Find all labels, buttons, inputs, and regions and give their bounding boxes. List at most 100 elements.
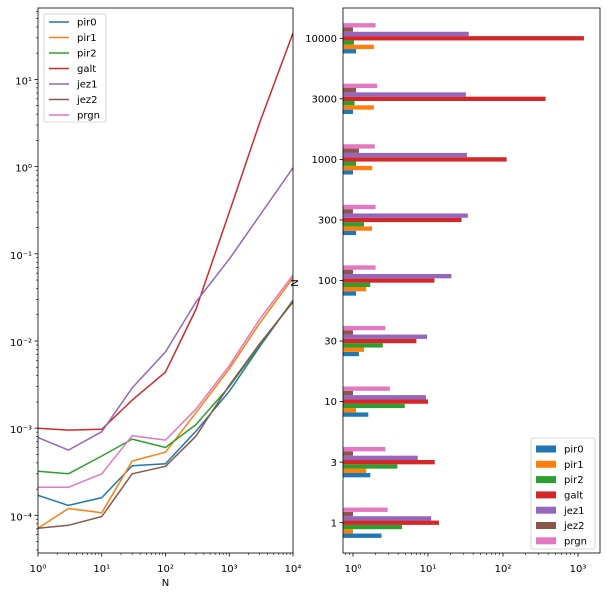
legend-label: pir1 [564, 460, 584, 471]
plot-area [38, 32, 293, 530]
legend-swatch [536, 476, 556, 484]
legend-label: pir2 [564, 475, 584, 486]
bar-pir0-30 [343, 351, 359, 357]
y-tick-label: 3000 [312, 94, 337, 105]
bar-jez1-10000 [343, 31, 469, 37]
bar-pir2-3000 [343, 101, 355, 106]
series-line-pir0 [38, 299, 293, 507]
x-tick-label: 10³ [221, 564, 238, 575]
bar-jez2-1000 [343, 148, 359, 153]
series-line-pir2 [38, 300, 293, 475]
bar-prgn-30 [343, 325, 386, 331]
bar-jez1-3 [343, 455, 418, 461]
y-tick-label: 10⁻² [10, 338, 32, 349]
horizontal-bar-chart: 10⁰ 10¹ 10² 10³ 1 3 10 30 100 300 1000 3000 10000 pir… [305, 7, 601, 575]
bar-pir0-3000 [343, 109, 353, 114]
axes-frame [342, 7, 601, 554]
legend-entry-prgn: prgn [49, 111, 100, 122]
bar-pir2-300 [343, 222, 364, 227]
bar-jez2-30 [343, 330, 353, 335]
bar-jez1-10 [343, 395, 426, 400]
plot-area [343, 23, 584, 538]
x-axis-label: N [162, 578, 169, 589]
y-tick-label: 10 [324, 397, 337, 408]
bar-galt-3 [343, 460, 435, 465]
y-tick-label: 3 [331, 458, 337, 469]
bar-pir1-1000 [343, 165, 373, 171]
series-line-prgn [38, 274, 293, 489]
legend-frame [43, 13, 107, 123]
bar-pir1-3000 [343, 105, 374, 110]
y-tick-label: 10⁻⁴ [10, 512, 32, 523]
y-tick-label: 10⁰ [15, 164, 32, 175]
bar-pir0-1000 [343, 170, 353, 175]
bar-jez1-1000 [343, 152, 467, 158]
bar-pir1-3 [343, 468, 367, 473]
bar-pir1-100 [343, 286, 367, 292]
legend-label: jez2 [76, 95, 98, 106]
legend-label: prgn [77, 111, 100, 122]
bar-galt-100 [343, 278, 435, 283]
legend-label: pir1 [77, 33, 97, 44]
legend-label: jez1 [563, 506, 585, 517]
bar-jez2-10000 [343, 27, 353, 32]
legend-label: pir2 [77, 49, 97, 60]
x-tick-label: 10¹ [420, 564, 437, 575]
x-tick-label: 10² [157, 564, 174, 575]
legend-swatch [536, 537, 556, 545]
legend-entry-pir0: pir0 [536, 445, 584, 456]
bar-prgn-3000 [343, 83, 378, 89]
legend: pir0 pir1 pir2 galt jez1 jez2 prgn [43, 13, 107, 123]
bar-galt-1000 [343, 157, 507, 162]
bar-pir2-3 [343, 464, 398, 469]
bar-galt-30 [343, 338, 417, 344]
legend-label: pir0 [564, 445, 584, 456]
x-tick-label: 10³ [570, 564, 587, 575]
legend: pir0 pir1 pir2 galt jez1 jez2 prgn [530, 437, 596, 550]
y-tick-label: 10⁻¹ [10, 251, 32, 262]
legend-entry-jez1: jez1 [49, 80, 98, 91]
bar-pir0-100 [343, 291, 357, 296]
bar-pir2-1000 [343, 161, 357, 166]
bar-pir2-30 [343, 343, 383, 348]
y-axis-label: N [290, 279, 301, 286]
y-tick-label: 1 [331, 518, 337, 529]
y-tick-label: 300 [318, 216, 337, 227]
bar-jez2-3 [343, 451, 353, 456]
axes-frame [37, 7, 294, 554]
legend-entry-jez2: jez2 [536, 521, 585, 532]
legend-swatch [536, 491, 556, 499]
bar-jez1-300 [343, 213, 468, 218]
bar-jez1-1 [343, 516, 432, 521]
bar-pir1-300 [343, 226, 373, 231]
bar-prgn-100 [343, 265, 376, 270]
y-tick-label: 30 [324, 337, 337, 348]
bar-pir0-10 [343, 412, 369, 417]
bar-jez2-100 [343, 269, 353, 275]
bar-pir0-1 [343, 533, 382, 538]
series-line-jez2 [38, 301, 293, 530]
legend-label: jez1 [76, 80, 98, 91]
legend-entry-galt: galt [536, 491, 583, 502]
legend-label: prgn [564, 536, 587, 547]
bar-jez2-10 [343, 390, 353, 396]
legend-entry-jez2: jez2 [49, 95, 98, 106]
bar-jez2-3000 [343, 88, 357, 93]
legend-entry-galt: galt [49, 64, 96, 75]
y-tick-label: 1000 [312, 155, 337, 166]
bar-prgn-10000 [343, 23, 376, 28]
legend-swatch [536, 522, 556, 529]
bar-jez2-1 [343, 511, 353, 517]
legend-label: jez2 [563, 521, 585, 532]
bar-pir0-300 [343, 230, 357, 236]
legend-entry-prgn: prgn [536, 536, 587, 547]
bar-pir0-10000 [343, 49, 357, 54]
x-tick-label: 10⁴ [285, 564, 302, 575]
bar-pir2-1 [343, 524, 402, 530]
bar-pir2-10 [343, 403, 405, 409]
x-tick-label: 10¹ [93, 564, 110, 575]
bar-prgn-10 [343, 386, 390, 391]
bar-prgn-3 [343, 447, 386, 452]
bar-prgn-1 [343, 507, 388, 512]
bar-galt-10 [343, 399, 428, 404]
